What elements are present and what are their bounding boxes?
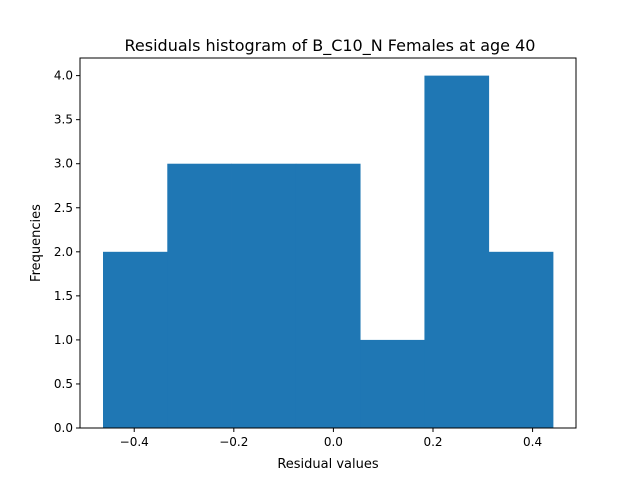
plot-frame (79, 57, 577, 429)
x-tick-label: 0.4 (523, 435, 542, 449)
x-tick-label: −0.4 (120, 435, 149, 449)
y-tick-label: 1.5 (54, 289, 73, 303)
x-tick-label: 0.2 (423, 435, 442, 449)
y-tick-label: 2.0 (54, 245, 73, 259)
y-tick-label: 2.5 (54, 201, 73, 215)
x-tick-label: −0.2 (219, 435, 248, 449)
histogram-bar-1 (103, 251, 168, 428)
histogram-bar-7 (488, 251, 554, 428)
y-axis-ticks: 0.0 0.5 1.0 1.5 2.0 2.5 3.0 3.5 4.0 (54, 69, 80, 435)
histogram-bar-4 (295, 163, 361, 428)
bars-group (103, 75, 554, 429)
histogram-bar-5 (360, 339, 425, 428)
y-axis-label: Frequencies (29, 204, 44, 282)
histogram-bar-2 (167, 163, 232, 428)
y-tick-label: 0.5 (54, 377, 73, 391)
y-tick-label: 4.0 (54, 69, 73, 83)
x-axis-label: Residual values (277, 457, 379, 472)
x-tick-label: 0.0 (324, 435, 343, 449)
chart-title: Residuals histogram of B_C10_N Females a… (125, 36, 536, 56)
histogram-bar-3 (231, 163, 297, 428)
y-tick-label: 3.5 (54, 113, 73, 127)
histogram-bar-6 (424, 75, 490, 429)
y-tick-label: 3.0 (54, 157, 73, 171)
y-tick-label: 0.0 (54, 421, 73, 435)
x-axis-ticks: −0.4 −0.2 0.0 0.2 0.4 (120, 428, 542, 449)
y-tick-label: 1.0 (54, 333, 73, 347)
